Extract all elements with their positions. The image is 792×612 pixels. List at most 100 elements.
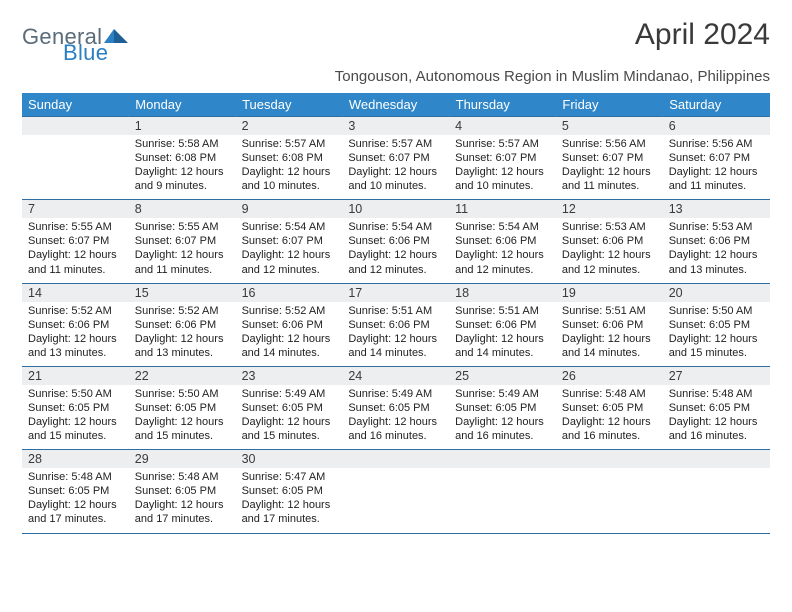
daylight-text-2: and 14 minutes. <box>455 346 550 360</box>
sunset-text: Sunset: 6:05 PM <box>135 484 230 498</box>
daylight-text-1: Daylight: 12 hours <box>562 248 657 262</box>
daylight-text-2: and 13 minutes. <box>28 346 123 360</box>
daylight-text-1: Daylight: 12 hours <box>348 165 443 179</box>
daylight-text-2: and 12 minutes. <box>562 263 657 277</box>
daylight-text-1: Daylight: 12 hours <box>242 498 337 512</box>
sunrise-text: Sunrise: 5:55 AM <box>28 220 123 234</box>
dow-header: Wednesday <box>342 93 449 117</box>
sunset-text: Sunset: 6:06 PM <box>348 318 443 332</box>
sunrise-text: Sunrise: 5:49 AM <box>455 387 550 401</box>
calendar-cell: 9Sunrise: 5:54 AMSunset: 6:07 PMDaylight… <box>236 200 343 283</box>
day-info: Sunrise: 5:48 AMSunset: 6:05 PMDaylight:… <box>663 385 770 449</box>
daylight-text-2: and 15 minutes. <box>669 346 764 360</box>
sunset-text: Sunset: 6:05 PM <box>348 401 443 415</box>
day-info: Sunrise: 5:49 AMSunset: 6:05 PMDaylight:… <box>449 385 556 449</box>
sunrise-text: Sunrise: 5:52 AM <box>135 304 230 318</box>
sunrise-text: Sunrise: 5:57 AM <box>242 137 337 151</box>
sunrise-text: Sunrise: 5:50 AM <box>28 387 123 401</box>
day-info: Sunrise: 5:55 AMSunset: 6:07 PMDaylight:… <box>129 218 236 282</box>
daylight-text-1: Daylight: 12 hours <box>562 415 657 429</box>
sunrise-text: Sunrise: 5:47 AM <box>242 470 337 484</box>
sunset-text: Sunset: 6:08 PM <box>135 151 230 165</box>
day-number: 10 <box>342 200 449 218</box>
day-number: 18 <box>449 284 556 302</box>
daylight-text-1: Daylight: 12 hours <box>348 332 443 346</box>
daylight-text-1: Daylight: 12 hours <box>562 332 657 346</box>
day-info: Sunrise: 5:49 AMSunset: 6:05 PMDaylight:… <box>236 385 343 449</box>
sunset-text: Sunset: 6:07 PM <box>562 151 657 165</box>
daylight-text-2: and 16 minutes. <box>562 429 657 443</box>
daylight-text-1: Daylight: 12 hours <box>455 165 550 179</box>
daylight-text-2: and 14 minutes. <box>562 346 657 360</box>
calendar-header: Sunday Monday Tuesday Wednesday Thursday… <box>22 93 770 117</box>
day-info: Sunrise: 5:51 AMSunset: 6:06 PMDaylight:… <box>342 302 449 366</box>
daylight-text-2: and 12 minutes. <box>455 263 550 277</box>
day-info: Sunrise: 5:48 AMSunset: 6:05 PMDaylight:… <box>556 385 663 449</box>
calendar-cell: 21Sunrise: 5:50 AMSunset: 6:05 PMDayligh… <box>22 366 129 449</box>
calendar-table: Sunday Monday Tuesday Wednesday Thursday… <box>22 93 770 533</box>
calendar-cell: 12Sunrise: 5:53 AMSunset: 6:06 PMDayligh… <box>556 200 663 283</box>
daylight-text-2: and 16 minutes. <box>669 429 764 443</box>
daylight-text-1: Daylight: 12 hours <box>455 415 550 429</box>
sunset-text: Sunset: 6:05 PM <box>135 401 230 415</box>
sunset-text: Sunset: 6:07 PM <box>242 234 337 248</box>
sunrise-text: Sunrise: 5:48 AM <box>562 387 657 401</box>
day-info: Sunrise: 5:53 AMSunset: 6:06 PMDaylight:… <box>663 218 770 282</box>
sunset-text: Sunset: 6:07 PM <box>348 151 443 165</box>
daylight-text-1: Daylight: 12 hours <box>135 248 230 262</box>
sunrise-text: Sunrise: 5:48 AM <box>669 387 764 401</box>
calendar-cell: 2Sunrise: 5:57 AMSunset: 6:08 PMDaylight… <box>236 117 343 200</box>
daylight-text-1: Daylight: 12 hours <box>669 332 764 346</box>
day-info: Sunrise: 5:47 AMSunset: 6:05 PMDaylight:… <box>236 468 343 532</box>
sunset-text: Sunset: 6:06 PM <box>242 318 337 332</box>
day-info: Sunrise: 5:54 AMSunset: 6:07 PMDaylight:… <box>236 218 343 282</box>
sunrise-text: Sunrise: 5:54 AM <box>242 220 337 234</box>
calendar-cell: 22Sunrise: 5:50 AMSunset: 6:05 PMDayligh… <box>129 366 236 449</box>
daylight-text-1: Daylight: 12 hours <box>135 332 230 346</box>
daylight-text-2: and 16 minutes. <box>455 429 550 443</box>
day-number: 17 <box>342 284 449 302</box>
day-number: 20 <box>663 284 770 302</box>
day-number: 28 <box>22 450 129 468</box>
daylight-text-1: Daylight: 12 hours <box>242 165 337 179</box>
calendar-cell: 16Sunrise: 5:52 AMSunset: 6:06 PMDayligh… <box>236 283 343 366</box>
sunset-text: Sunset: 6:07 PM <box>135 234 230 248</box>
day-number: 30 <box>236 450 343 468</box>
sunrise-text: Sunrise: 5:51 AM <box>455 304 550 318</box>
day-number: 7 <box>22 200 129 218</box>
dow-header: Sunday <box>22 93 129 117</box>
day-number: 12 <box>556 200 663 218</box>
sunset-text: Sunset: 6:06 PM <box>455 234 550 248</box>
calendar-row: 21Sunrise: 5:50 AMSunset: 6:05 PMDayligh… <box>22 366 770 449</box>
daylight-text-2: and 14 minutes. <box>348 346 443 360</box>
sunset-text: Sunset: 6:05 PM <box>28 401 123 415</box>
daylight-text-1: Daylight: 12 hours <box>242 415 337 429</box>
calendar-cell: 5Sunrise: 5:56 AMSunset: 6:07 PMDaylight… <box>556 117 663 200</box>
daylight-text-1: Daylight: 12 hours <box>28 248 123 262</box>
daylight-text-2: and 12 minutes. <box>242 263 337 277</box>
day-info: Sunrise: 5:50 AMSunset: 6:05 PMDaylight:… <box>663 302 770 366</box>
calendar-row: 14Sunrise: 5:52 AMSunset: 6:06 PMDayligh… <box>22 283 770 366</box>
daylight-text-2: and 10 minutes. <box>455 179 550 193</box>
day-number: 15 <box>129 284 236 302</box>
daylight-text-2: and 15 minutes. <box>135 429 230 443</box>
day-number: 6 <box>663 117 770 135</box>
sunrise-text: Sunrise: 5:52 AM <box>242 304 337 318</box>
daylight-text-2: and 10 minutes. <box>242 179 337 193</box>
sunrise-text: Sunrise: 5:53 AM <box>562 220 657 234</box>
daylight-text-2: and 16 minutes. <box>348 429 443 443</box>
sunset-text: Sunset: 6:06 PM <box>135 318 230 332</box>
logo-text-blue: Blue <box>63 40 108 66</box>
day-info: Sunrise: 5:57 AMSunset: 6:07 PMDaylight:… <box>342 135 449 199</box>
daylight-text-2: and 11 minutes. <box>562 179 657 193</box>
sunrise-text: Sunrise: 5:53 AM <box>669 220 764 234</box>
sunrise-text: Sunrise: 5:54 AM <box>455 220 550 234</box>
dow-header: Tuesday <box>236 93 343 117</box>
day-number: 23 <box>236 367 343 385</box>
sunrise-text: Sunrise: 5:54 AM <box>348 220 443 234</box>
sunset-text: Sunset: 6:05 PM <box>242 484 337 498</box>
location-subtitle: Tongouson, Autonomous Region in Muslim M… <box>22 68 770 85</box>
day-number: 24 <box>342 367 449 385</box>
sunrise-text: Sunrise: 5:49 AM <box>242 387 337 401</box>
calendar-cell: 7Sunrise: 5:55 AMSunset: 6:07 PMDaylight… <box>22 200 129 283</box>
